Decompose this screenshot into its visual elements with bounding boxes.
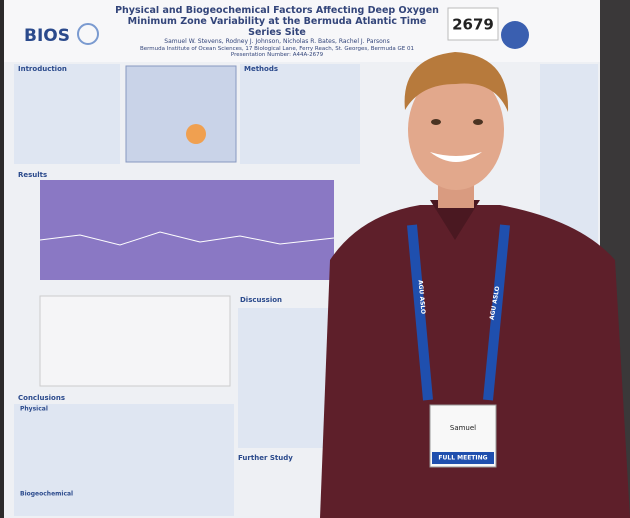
- results-plot: [40, 180, 334, 280]
- authors: Samuel W. Stevens, Rodney J. Johnson, Ni…: [164, 37, 390, 45]
- lanyard-strap: [483, 224, 510, 401]
- hair: [404, 52, 509, 112]
- lanyard-strap: [407, 224, 433, 401]
- number-card-text: 2679: [452, 16, 494, 34]
- badge-ribbon-text: FULL MEETING: [438, 455, 487, 462]
- badge-ribbon: [432, 452, 494, 464]
- header-text: Physical and Biogeochemical Factors Affe…: [112, 6, 442, 58]
- map-figure: [125, 65, 237, 163]
- face: [408, 70, 504, 190]
- section-heading: Further Study: [238, 454, 293, 462]
- logo-sun: [77, 23, 99, 45]
- discussion-panel: [238, 308, 328, 448]
- eye: [473, 119, 483, 125]
- subheading: Physical: [20, 406, 48, 413]
- presentation-number: Presentation Number: A44A-2679: [230, 51, 324, 58]
- section-heading: Discussion: [240, 296, 282, 304]
- shirt: [320, 205, 630, 518]
- number-card: [447, 7, 499, 41]
- intro-panel: [14, 64, 120, 164]
- smile: [430, 152, 482, 162]
- agency-logo: [501, 21, 529, 49]
- affiliation: Bermuda Institute of Ocean Sciences, 17 …: [139, 45, 415, 52]
- section-heading: Results: [18, 171, 47, 179]
- small-plots: [39, 295, 231, 387]
- conclusions-panel: [14, 404, 234, 516]
- badge-name: Samuel: [450, 424, 476, 432]
- section-heading: Methods: [244, 65, 278, 73]
- subheading: Biogeochemical: [20, 491, 73, 498]
- poster-header: [4, 0, 600, 62]
- header-block: Physical and Biogeochemical Factors Affe…: [112, 6, 442, 58]
- plot-trace: [39, 231, 335, 246]
- section-heading: Introduction: [18, 65, 67, 73]
- methods-panel: [240, 64, 360, 164]
- eye: [431, 119, 441, 125]
- section-heading: Conclusions: [18, 394, 65, 402]
- collar: [430, 200, 480, 240]
- map-marker: [186, 124, 206, 144]
- lanyard-text: AGU ASLO: [417, 280, 427, 315]
- logo: BIOS: [24, 26, 70, 46]
- poster-title: Physical and Biogeochemical Factors Affe…: [115, 6, 439, 38]
